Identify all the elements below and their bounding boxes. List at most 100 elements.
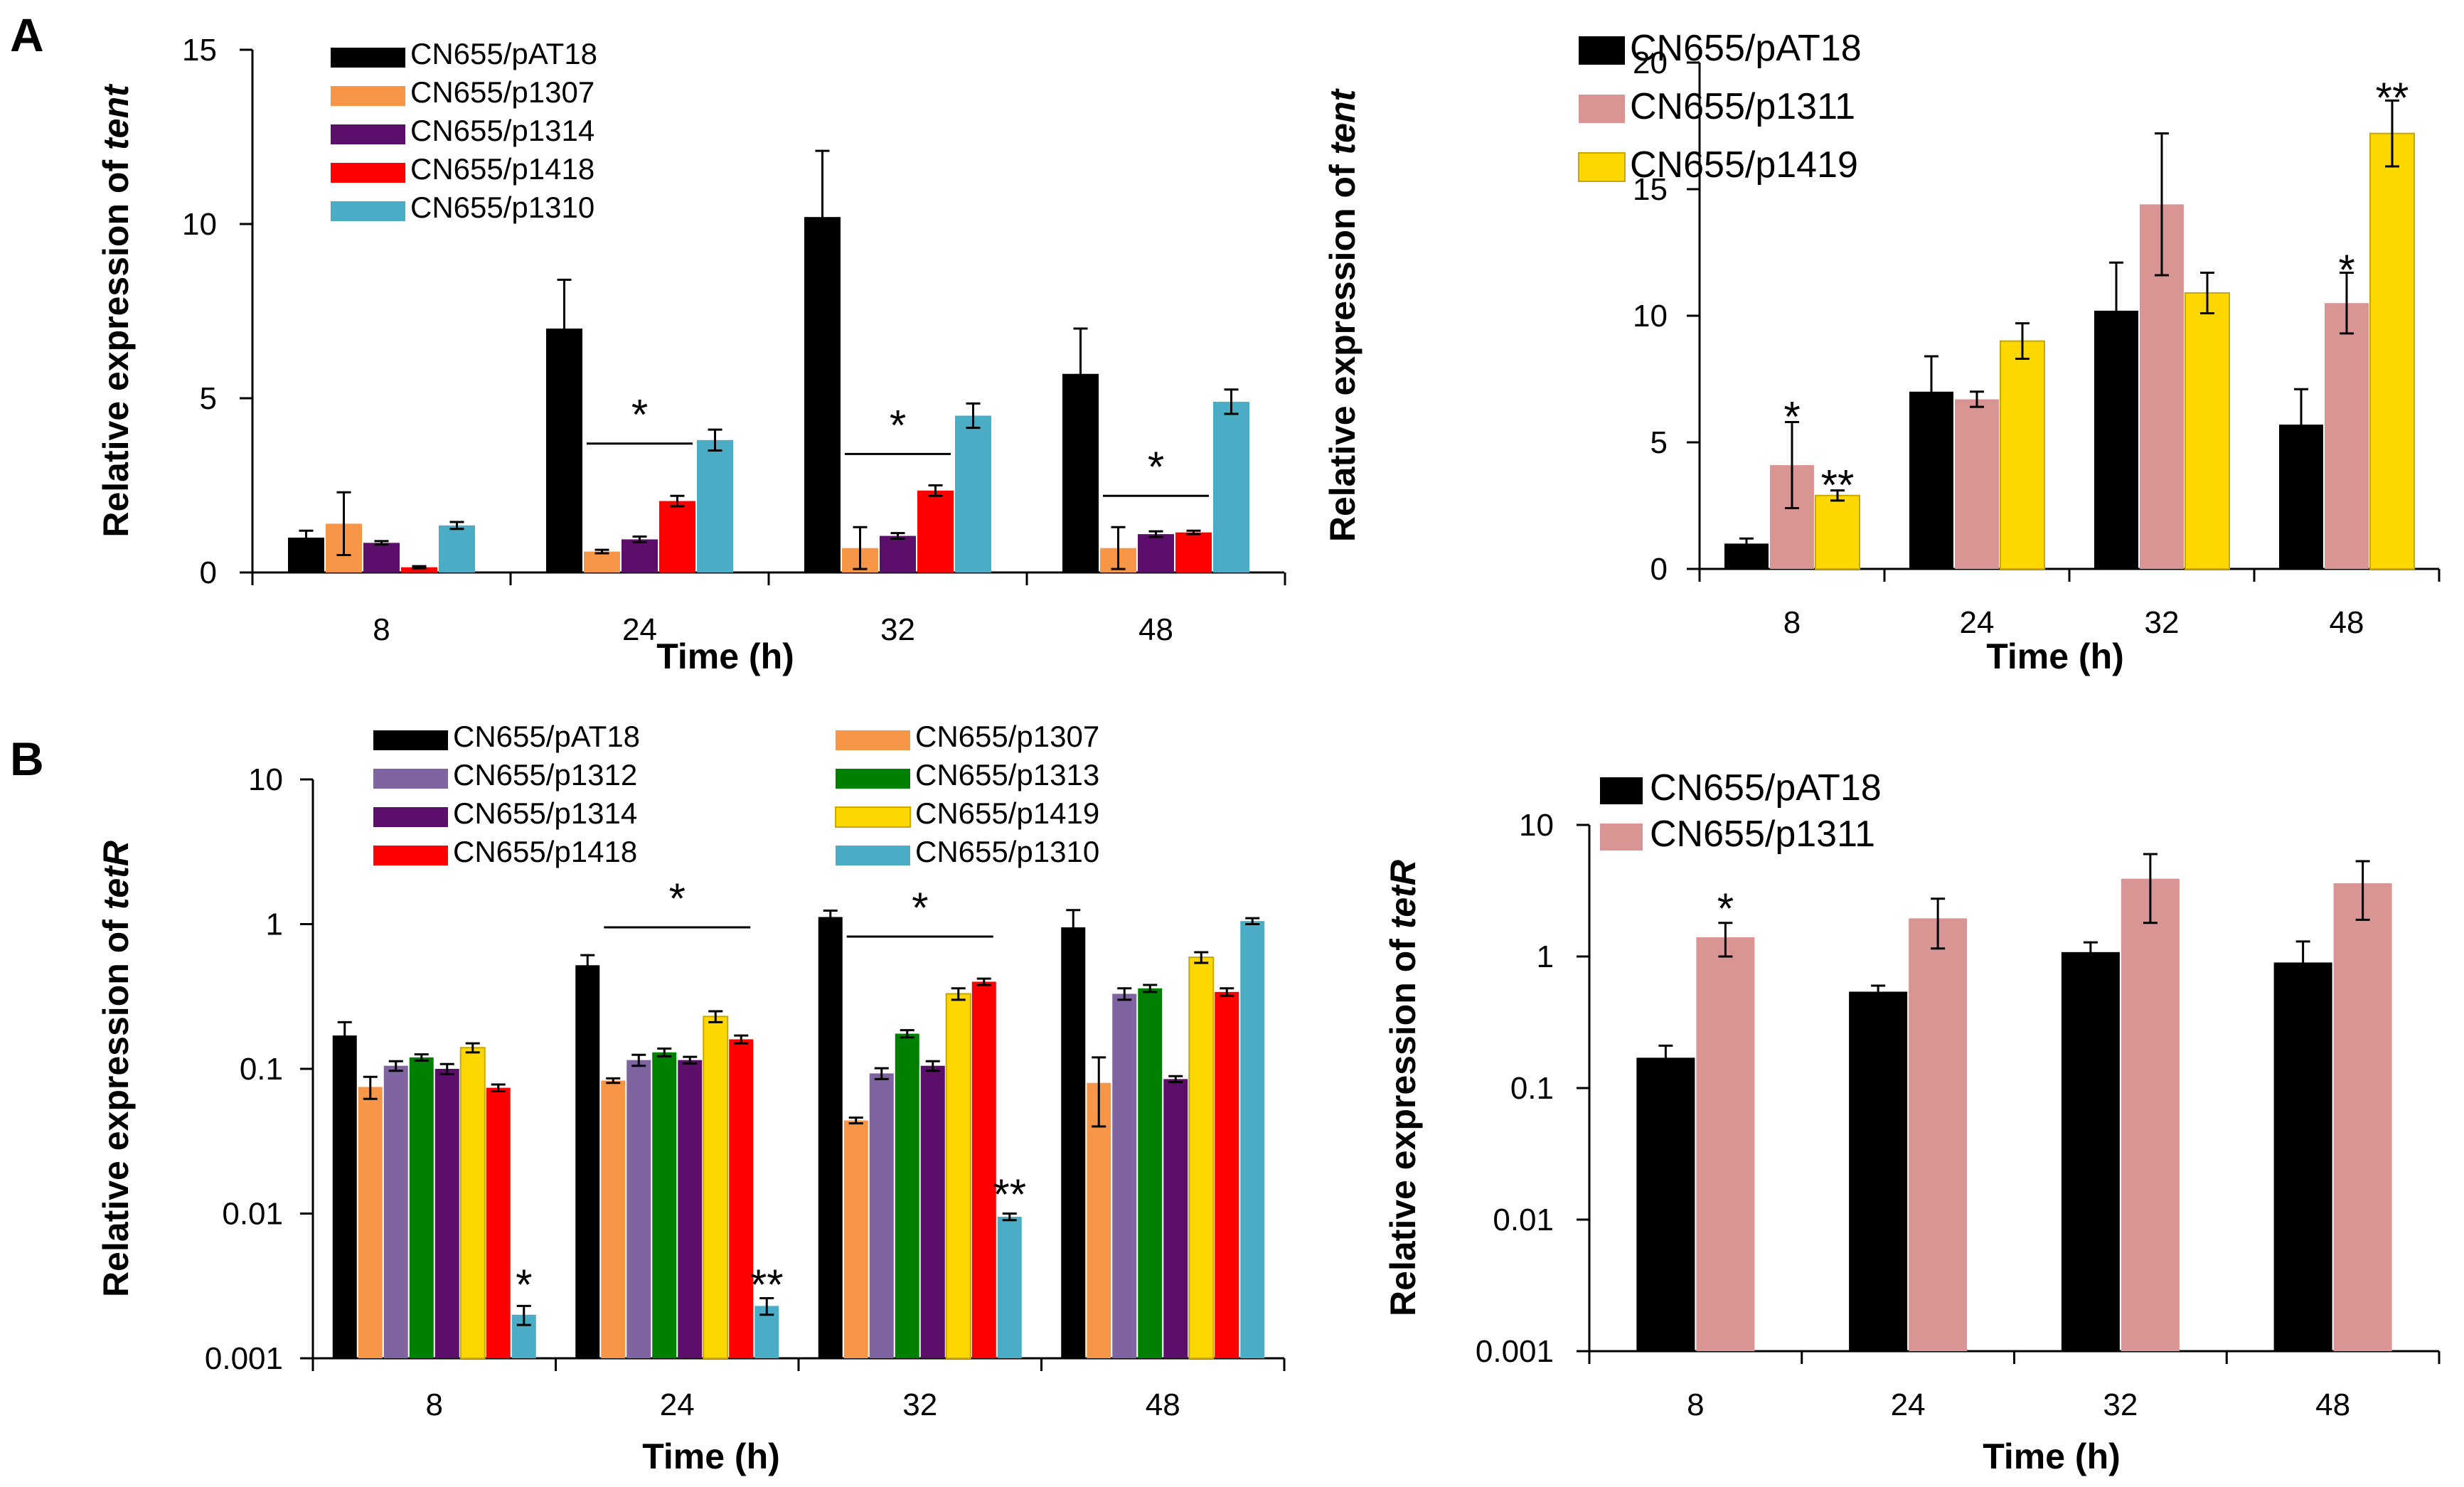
x-tick-label: 48 [1138,612,1173,647]
legend-swatch [1579,95,1625,123]
legend-label: CN655/p1310 [915,835,1099,868]
bar-b1 [1240,921,1265,1358]
legend-label: CN655/p1418 [410,152,594,186]
bar-b2 [1909,918,1968,1351]
bar-b1 [703,1016,729,1360]
legend-label: CN655/pAT18 [1650,767,1882,809]
bar-b1 [1188,956,1215,1359]
bar-b1 [895,1033,919,1358]
panel-label-a: A [10,9,44,61]
bar-a2 [1815,494,1860,570]
chart-b-right: 0.001 0.01 0.1 1 10 8 24 32 48 * Time (h) Relative … [1383,767,2441,1476]
bar-b1 [652,1052,677,1358]
x-axis-label: Time (h) [1986,636,2124,676]
y-axis-label: Relative expression of tent [1323,88,1362,543]
y-axis-label-prefix: Relative expression of [1323,155,1362,543]
bar-b1 [1061,927,1086,1358]
y-axis-label-gene: tetR [96,841,136,910]
legend-swatch [1578,152,1626,182]
y-axis-label-prefix: Relative expression of [1383,929,1423,1316]
significance-marker: ** [1821,462,1855,509]
y-axis-label-gene: tent [96,83,136,150]
bar-b1 [626,1060,651,1358]
y-tick-label: 5 [200,381,217,416]
bar-b1 [601,1080,626,1358]
y-tick-label: 10 [1633,299,1668,334]
significance-marker: ** [2376,74,2409,122]
bar-b1 [1087,1082,1111,1358]
y-tick-label: 0.001 [205,1341,283,1376]
bar-b1 [997,1217,1022,1358]
y-axis-label-prefix: Relative expression of [96,150,136,538]
bar-a1 [955,415,991,572]
bar-a1 [363,543,400,572]
bar-b1 [971,981,996,1358]
bar-b2 [2121,878,2180,1351]
bar-b1 [575,965,600,1358]
legend-label: CN655/pAT18 [1630,28,1862,69]
legend-label: CN655/p1310 [410,191,594,224]
bar-b1 [434,1069,459,1358]
legend-label: CN655/p1419 [915,796,1099,830]
significance-marker: * [516,1261,532,1309]
bar-b2 [1696,937,1755,1351]
bar-b1 [843,1120,868,1358]
legend-swatch [331,48,405,68]
bar-a2 [2369,132,2415,570]
y-tick-label: 15 [182,33,217,68]
bar-a2 [2325,303,2369,569]
bar-a2 [2185,292,2230,570]
significance-marker: * [1148,443,1164,491]
x-tick-label: 32 [880,612,915,647]
bar-b1 [945,993,971,1359]
x-axis-label: Time (h) [656,636,794,676]
bar-b1 [459,1047,486,1359]
bar-b2 [2273,962,2332,1351]
significance-marker: * [1717,885,1734,932]
y-tick-label: 0.01 [222,1197,283,1232]
bar-b1 [1112,993,1137,1358]
legend-swatch [836,846,910,865]
bar-b1 [869,1073,894,1358]
legend-swatch [836,730,910,750]
x-axis-label: Time (h) [642,1437,780,1476]
x-tick-label: 8 [373,612,390,647]
y-axis-label: Relative expression of tetR [1383,860,1423,1316]
legend-label: CN655/p1312 [453,758,637,792]
y-tick-label: 10 [182,207,217,242]
y-tick-label: 5 [1650,425,1668,460]
legend-swatch [373,769,448,789]
y-tick-label: 1 [266,907,283,942]
x-tick-label: 32 [902,1387,937,1422]
bar-b1 [818,917,843,1358]
bar-a1 [880,535,916,572]
legend-swatch [1600,777,1643,804]
bar-a1 [584,551,620,572]
y-axis-label-gene: tetR [1383,860,1423,929]
y-tick-label: 10 [1519,808,1554,843]
bar-b1 [332,1035,357,1358]
y-tick-label: 15 [1633,172,1668,207]
x-tick-label: 48 [1146,1387,1180,1422]
y-axis-label-gene: tent [1323,88,1362,155]
x-tick-label: 48 [2315,1387,2350,1422]
x-tick-label: 32 [2145,605,2180,640]
x-tick-label: 8 [426,1387,443,1422]
significance-marker: ** [993,1171,1026,1218]
bar-a1 [917,490,954,572]
legend-label: CN655/p1313 [915,758,1099,792]
y-axis-label-prefix: Relative expression of [96,910,136,1297]
significance-marker: * [890,401,906,449]
bar-b1 [1138,988,1163,1358]
bar-b1 [383,1065,408,1358]
legend-label: CN655/p1314 [410,114,594,147]
bar-a1 [1213,401,1249,572]
y-tick-label: 0.01 [1493,1203,1554,1237]
bar-a1 [697,439,733,572]
y-tick-label: 0.1 [1510,1071,1554,1106]
y-tick-label: 1 [1537,939,1554,974]
significance-marker: * [669,875,686,922]
bar-b1 [1215,991,1239,1358]
